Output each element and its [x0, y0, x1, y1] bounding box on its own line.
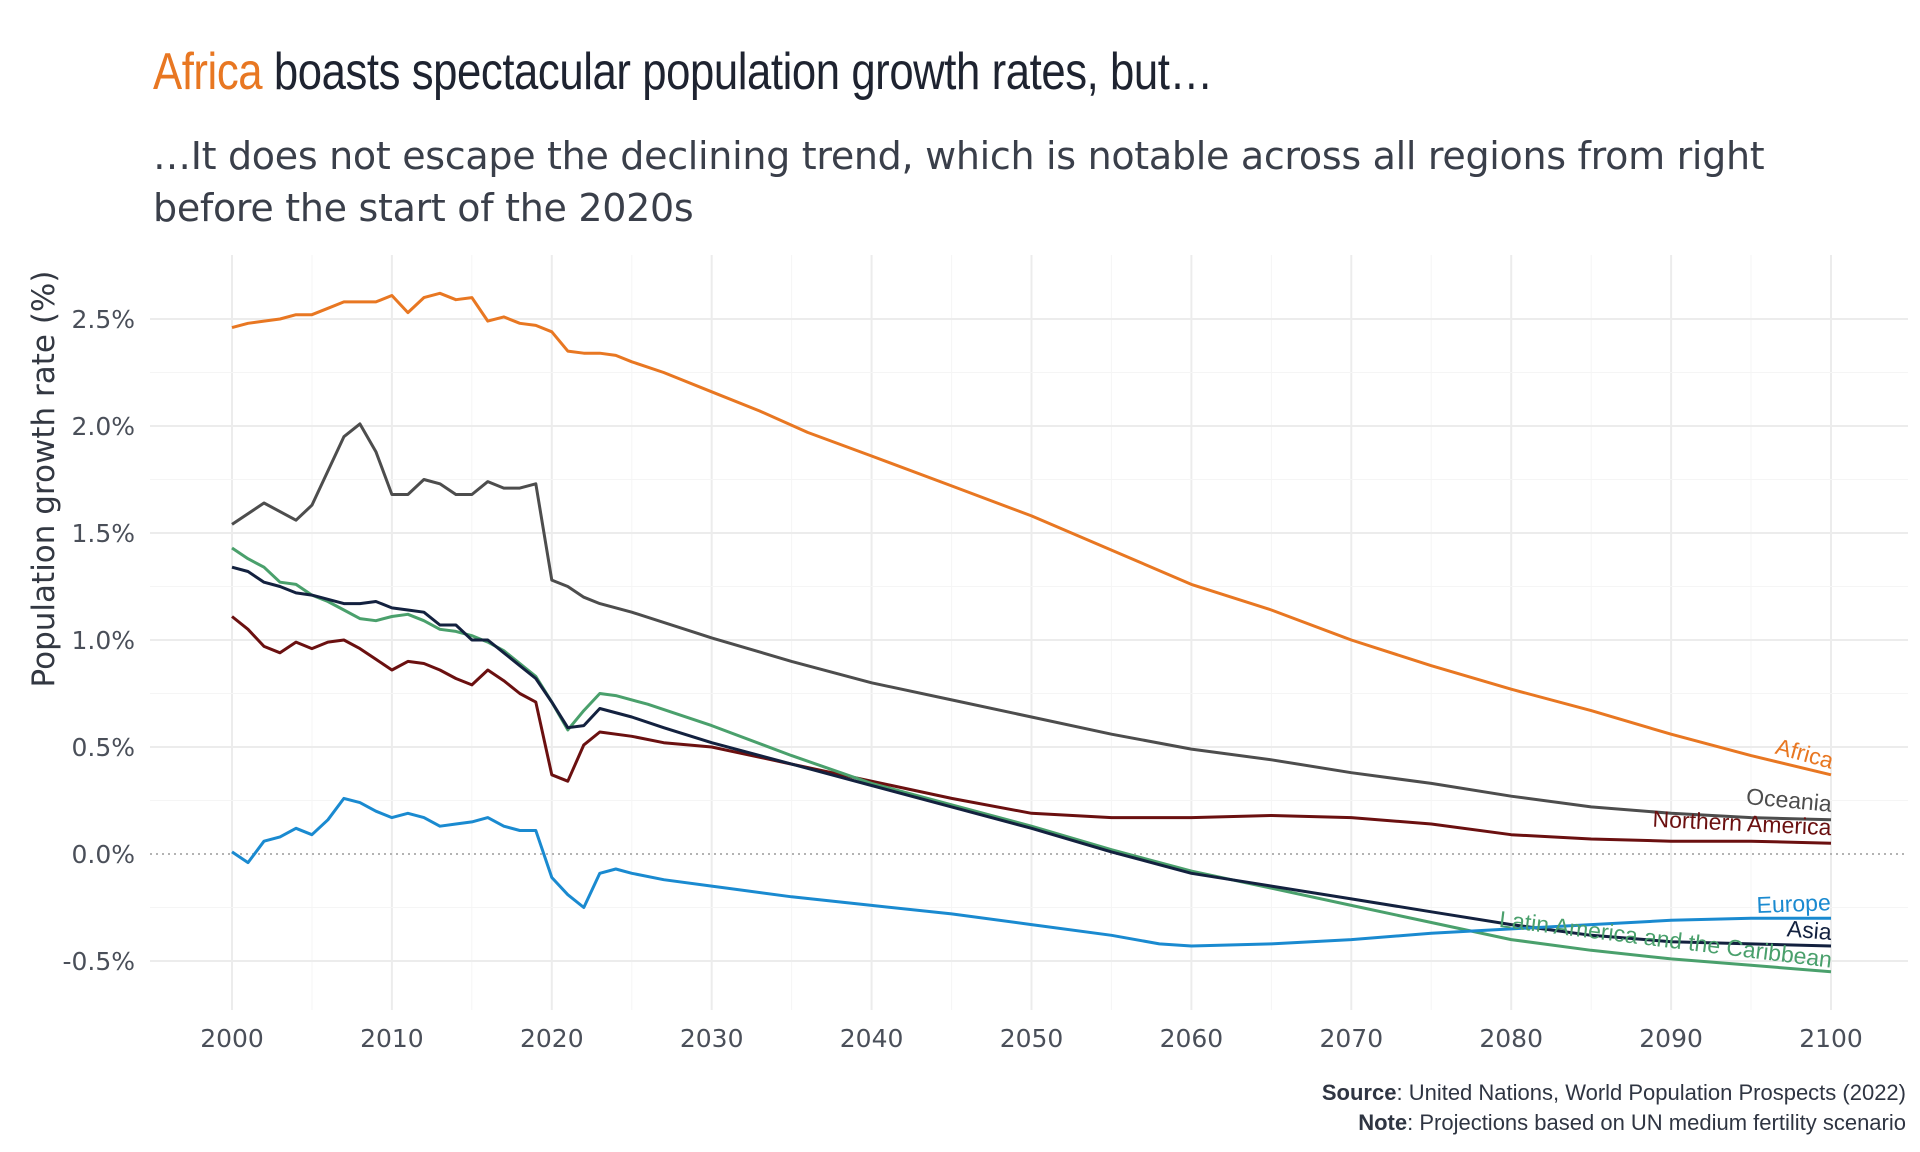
caption-source-text: : United Nations, World Population Prosp…: [1396, 1080, 1906, 1105]
caption-note-text: : Projections based on UN medium fertili…: [1407, 1110, 1906, 1135]
y-tick-label: -0.5%: [62, 947, 135, 976]
x-tick-label: 2030: [680, 1024, 744, 1053]
y-axis-label: Population growth rate (%): [26, 271, 62, 688]
series-line-europe: [231, 796, 1831, 948]
chart-title-highlight: Africa: [153, 43, 263, 101]
chart-title-rest: boasts spectacular population growth rat…: [262, 43, 1213, 101]
caption-note: Note: Projections based on UN medium fer…: [1322, 1108, 1906, 1138]
x-tick-label: 2070: [1319, 1024, 1383, 1053]
series-line-africa: [231, 291, 1832, 777]
x-tick-label: 2040: [840, 1024, 904, 1053]
x-tick-label: 2060: [1160, 1024, 1224, 1053]
chart-series: [231, 291, 1832, 974]
y-tick-label: 2.0%: [71, 412, 135, 441]
x-tick-label: 2050: [1000, 1024, 1064, 1053]
caption-note-label: Note: [1358, 1110, 1408, 1135]
x-tick-label: 2080: [1479, 1024, 1543, 1053]
series-label-asia: Asia: [1786, 915, 1833, 945]
x-tick-label: 2000: [200, 1024, 264, 1053]
series-line-oceania: [231, 422, 1832, 822]
y-axis: -0.5% 0.0% 0.5% 1.0% 1.5% 2.0% 2.5%: [62, 305, 135, 976]
chart-title: Africa boasts spectacular population gro…: [153, 40, 1213, 104]
x-tick-label: 2020: [520, 1024, 584, 1053]
x-tick-label: 2100: [1799, 1024, 1863, 1053]
series-line-northern-america: [231, 615, 1832, 845]
chart-caption: Source: United Nations, World Population…: [1322, 1078, 1906, 1138]
series-label-europe: Europe: [1756, 889, 1831, 918]
y-tick-label: 1.5%: [71, 519, 135, 548]
y-tick-label: 0.5%: [71, 733, 135, 762]
x-tick-label: 2090: [1639, 1024, 1703, 1053]
y-tick-label: 2.5%: [71, 305, 135, 334]
series-line-asia: [231, 565, 1832, 948]
y-tick-label: 0.0%: [71, 840, 135, 869]
caption-source-label: Source: [1321, 1080, 1397, 1105]
x-axis: 2000 2010 2020 2030 2040 2050 2060 2070 2080 2090…: [200, 1024, 1863, 1053]
y-tick-label: 1.0%: [71, 626, 135, 655]
x-tick-label: 2010: [360, 1024, 424, 1053]
caption-source: Source: United Nations, World Population…: [1322, 1078, 1906, 1108]
chart-subtitle: …It does not escape the declining trend,…: [153, 134, 1765, 230]
chart-grid: [150, 255, 1908, 1010]
